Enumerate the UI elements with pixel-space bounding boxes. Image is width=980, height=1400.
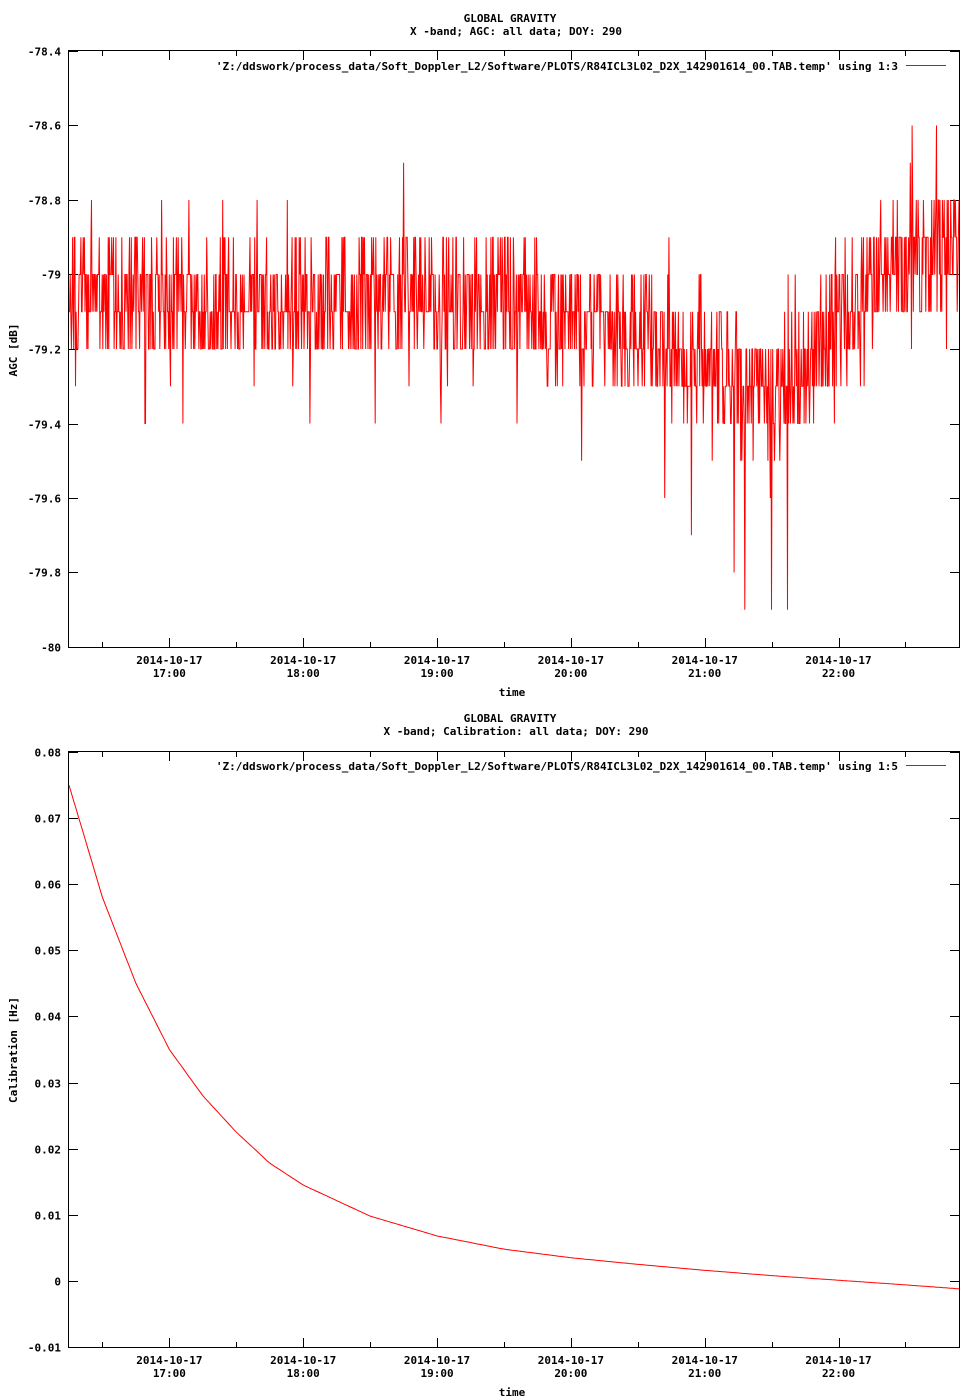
agc-x-axis-label: time <box>499 686 526 699</box>
agc-y-tick-label: -79.8 <box>28 567 61 580</box>
agc-x-tick-time: 17:00 <box>153 667 186 680</box>
agc-y-tick-label: -79.4 <box>28 419 61 432</box>
calibration-x-tick-date: 2014-10-17 <box>805 1354 871 1367</box>
agc-y-tick-label: -80 <box>41 642 61 655</box>
agc-x-ticks: 2014-10-1717:002014-10-1718:002014-10-17… <box>102 51 906 680</box>
calibration-x-tick-date: 2014-10-17 <box>136 1354 202 1367</box>
calibration-x-tick-date: 2014-10-17 <box>538 1354 604 1367</box>
calibration-y-tick-label: 0.03 <box>35 1078 62 1091</box>
calibration-x-axis-label: time <box>499 1386 526 1399</box>
calibration-y-tick-label: 0.02 <box>35 1144 62 1157</box>
agc-x-tick-time: 22:00 <box>822 667 855 680</box>
calibration-x-tick-time: 17:00 <box>153 1367 186 1380</box>
agc-y-tick-label: -79.6 <box>28 493 61 506</box>
agc-x-tick-time: 20:00 <box>554 667 587 680</box>
calibration-series-line <box>68 784 960 1290</box>
calibration-x-tick-date: 2014-10-17 <box>270 1354 336 1367</box>
calibration-chart: GLOBAL GRAVITY X -band; Calibration: all… <box>7 712 960 1399</box>
calibration-y-tick-label: 0.07 <box>35 813 62 826</box>
calibration-y-tick-label: 0 <box>54 1276 61 1289</box>
calibration-x-tick-time: 20:00 <box>554 1367 587 1380</box>
agc-x-tick-date: 2014-10-17 <box>270 654 336 667</box>
agc-x-tick-date: 2014-10-17 <box>538 654 604 667</box>
calibration-y-tick-label: 0.05 <box>35 945 62 958</box>
agc-x-tick-date: 2014-10-17 <box>136 654 202 667</box>
calibration-plot-frame <box>68 751 960 1348</box>
calibration-y-ticks: 0.08 0.07 0.06 0.05 0.04 0.03 0.02 0.01 0 -0.01 <box>28 747 959 1355</box>
agc-x-tick-date: 2014-10-17 <box>404 654 470 667</box>
agc-legend: 'Z:/ddswork/process_data/Soft_Doppler_L2… <box>216 60 946 73</box>
agc-y-tick-label: -78.6 <box>28 120 61 133</box>
calibration-y-tick-label: 0.04 <box>35 1011 62 1024</box>
calibration-x-tick-time: 19:00 <box>420 1367 453 1380</box>
calibration-x-tick-date: 2014-10-17 <box>672 1354 738 1367</box>
calibration-chart-subtitle: X -band; Calibration: all data; DOY: 290 <box>384 725 649 738</box>
calibration-y-tick-label: -0.01 <box>28 1342 61 1355</box>
agc-legend-label: 'Z:/ddswork/process_data/Soft_Doppler_L2… <box>216 60 898 73</box>
agc-x-tick-time: 19:00 <box>420 667 453 680</box>
agc-y-tick-label: -79 <box>41 269 61 282</box>
calibration-y-tick-label: 0.08 <box>35 747 62 760</box>
calibration-y-tick-label: 0.06 <box>35 879 62 892</box>
agc-x-tick-date: 2014-10-17 <box>672 654 738 667</box>
agc-x-tick-date: 2014-10-17 <box>805 654 871 667</box>
calibration-y-tick-label: 0.01 <box>35 1210 62 1223</box>
calibration-x-tick-date: 2014-10-17 <box>404 1354 470 1367</box>
calibration-x-ticks: 2014-10-1717:002014-10-1718:002014-10-17… <box>102 752 906 1380</box>
agc-chart-title: GLOBAL GRAVITY <box>464 12 557 25</box>
agc-chart: GLOBAL GRAVITY X -band; AGC: all data; D… <box>7 12 960 699</box>
agc-x-tick-time: 18:00 <box>287 667 320 680</box>
calibration-x-tick-time: 21:00 <box>688 1367 721 1380</box>
agc-y-axis-label: AGC [dB] <box>7 324 20 377</box>
agc-plot-frame <box>68 50 960 648</box>
calibration-chart-title: GLOBAL GRAVITY <box>464 712 557 725</box>
agc-y-tick-label: -78.4 <box>28 46 61 59</box>
calibration-legend-label: 'Z:/ddswork/process_data/Soft_Doppler_L2… <box>216 760 898 773</box>
calibration-x-tick-time: 22:00 <box>822 1367 855 1380</box>
calibration-y-axis-label: Calibration [Hz] <box>7 997 20 1103</box>
agc-series-line <box>69 125 960 610</box>
agc-y-tick-label: -79.2 <box>28 344 61 357</box>
agc-x-tick-time: 21:00 <box>688 667 721 680</box>
calibration-legend: 'Z:/ddswork/process_data/Soft_Doppler_L2… <box>216 760 946 773</box>
agc-y-tick-label: -78.8 <box>28 195 61 208</box>
calibration-x-tick-time: 18:00 <box>287 1367 320 1380</box>
agc-chart-subtitle: X -band; AGC: all data; DOY: 290 <box>410 25 622 38</box>
